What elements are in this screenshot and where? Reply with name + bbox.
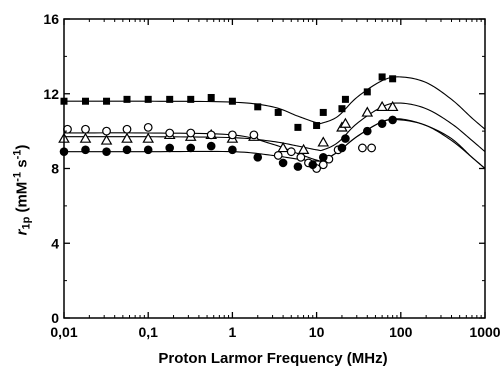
data-point-filled-square: [166, 95, 174, 103]
data-point-filled-circle: [186, 143, 196, 153]
data-point-open-triangle: [79, 132, 92, 143]
data-point-open-triangle: [277, 141, 289, 153]
data-point-open-triangle: [142, 132, 155, 143]
data-point-filled-circle: [308, 160, 318, 170]
data-point-open-circle: [206, 130, 216, 140]
data-point-filled-circle: [228, 145, 237, 155]
data-point-filled-circle: [253, 152, 263, 162]
data-point-filled-circle: [143, 145, 153, 155]
data-point-open-circle: [102, 126, 111, 136]
data-point-filled-circle: [81, 145, 90, 155]
x-tick-label: 10: [309, 324, 325, 340]
data-point-open-triangle: [297, 143, 310, 155]
data-point-open-circle: [63, 124, 72, 134]
data-point-filled-circle: [341, 134, 350, 143]
data-point-filled-square: [123, 95, 131, 103]
y-tick-label: 12: [43, 86, 59, 102]
data-point-filled-circle: [206, 141, 216, 151]
data-point-filled-square: [378, 73, 386, 81]
axes: 0,01 0,1 1 10 100 1000 0 4 8 12 16: [43, 11, 500, 340]
data-point-open-circle: [165, 128, 175, 138]
data-point-open-triangle: [361, 106, 374, 117]
x-tick-label: 100: [389, 324, 413, 340]
data-point-open-circle: [273, 151, 283, 160]
data-point-open-circle: [186, 128, 196, 138]
data-point-filled-square: [103, 97, 111, 105]
data-point-open-triangle: [386, 100, 399, 112]
data-point-open-triangle: [376, 100, 388, 112]
data-point-filled-square: [389, 75, 397, 83]
data-point-open-triangle: [100, 134, 113, 145]
data-point-open-triangle: [339, 117, 352, 128]
data-point-open-circle: [249, 130, 259, 140]
x-axis-title: Proton Larmor Frequency (MHz): [158, 350, 387, 367]
data-point-filled-square: [313, 122, 321, 130]
x-tick-label: 1: [229, 324, 237, 340]
data-point-filled-circle: [362, 126, 372, 136]
data-point-filled-square: [341, 95, 349, 103]
data-point-filled-square: [144, 95, 152, 103]
y-tick-label: 16: [43, 11, 59, 27]
y-tick-label: 4: [51, 235, 59, 251]
y-tick-label: 8: [51, 161, 59, 177]
data-point-open-circle: [143, 122, 153, 132]
data-point-open-circle: [358, 143, 367, 153]
data-point-filled-square: [187, 95, 195, 103]
data-point-filled-circle: [388, 115, 397, 125]
data-point-filled-circle: [293, 162, 303, 171]
data-point-filled-circle: [337, 143, 347, 153]
data-point-open-circle: [122, 124, 132, 134]
data-point-filled-square: [338, 105, 346, 113]
data-point-open-triangle: [121, 132, 133, 143]
data-point-filled-square: [254, 103, 262, 111]
data-point-open-circle: [286, 147, 296, 157]
x-tick-label: 1000: [469, 324, 500, 340]
fit-curve-filled-square: [64, 76, 486, 130]
data-point-filled-square: [319, 108, 327, 116]
data-point-filled-circle: [122, 145, 132, 155]
data-point-filled-circle: [377, 119, 387, 128]
y-tick-label: 0: [51, 310, 59, 326]
x-tick-label: 0,01: [50, 324, 77, 340]
data-point-open-circle: [227, 130, 237, 140]
data-point-filled-square: [207, 93, 215, 101]
data-point-filled-circle: [102, 147, 111, 156]
data-point-filled-square: [294, 123, 302, 131]
plot-frame: [63, 18, 486, 319]
data-point-filled-circle: [165, 143, 174, 153]
data-point-open-triangle: [317, 136, 330, 147]
data-point-filled-square: [81, 97, 89, 105]
data-markers: [58, 73, 399, 173]
y-axis-title: r1p (mM-1 s-1): [11, 144, 33, 236]
data-point-filled-square: [228, 97, 236, 105]
data-point-filled-circle: [278, 158, 288, 168]
data-point-filled-square: [274, 108, 282, 116]
data-point-open-circle: [81, 124, 90, 134]
data-point-filled-circle: [318, 152, 328, 162]
data-point-open-circle: [367, 143, 377, 153]
x-tick-label: 0,1: [138, 324, 158, 340]
data-point-open-circle: [296, 152, 306, 162]
data-point-filled-square: [363, 88, 371, 96]
